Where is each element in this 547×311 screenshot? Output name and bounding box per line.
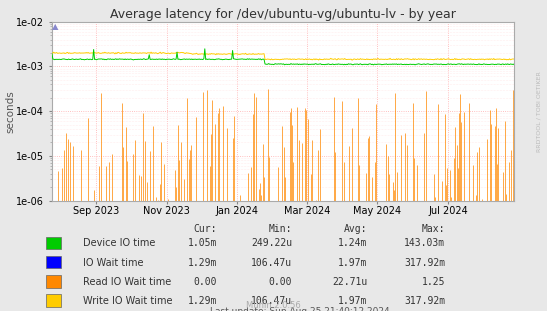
Text: 0.00: 0.00 — [194, 277, 217, 287]
Text: Munin 2.0.56: Munin 2.0.56 — [246, 301, 301, 310]
Text: 1.29m: 1.29m — [188, 258, 217, 267]
Text: 1.24m: 1.24m — [338, 238, 368, 248]
Text: 106.47u: 106.47u — [251, 296, 292, 306]
FancyBboxPatch shape — [45, 295, 61, 307]
Text: Read IO Wait time: Read IO Wait time — [83, 277, 171, 287]
Text: 1.05m: 1.05m — [188, 238, 217, 248]
Text: 1.29m: 1.29m — [188, 296, 217, 306]
Y-axis label: seconds: seconds — [5, 90, 15, 132]
Text: Cur:: Cur: — [194, 224, 217, 234]
Text: Last update: Sun Aug 25 21:40:12 2024: Last update: Sun Aug 25 21:40:12 2024 — [211, 307, 390, 311]
Text: Min:: Min: — [269, 224, 292, 234]
Text: 1.25: 1.25 — [422, 277, 445, 287]
Title: Average latency for /dev/ubuntu-vg/ubuntu-lv - by year: Average latency for /dev/ubuntu-vg/ubunt… — [110, 7, 456, 21]
Text: RRDTOOL / TOBI OETIKER: RRDTOOL / TOBI OETIKER — [536, 72, 542, 152]
Text: Device IO time: Device IO time — [83, 238, 155, 248]
FancyBboxPatch shape — [45, 237, 61, 249]
Text: IO Wait time: IO Wait time — [83, 258, 144, 267]
Text: 106.47u: 106.47u — [251, 258, 292, 267]
FancyBboxPatch shape — [45, 275, 61, 288]
Text: 249.22u: 249.22u — [251, 238, 292, 248]
Text: 143.03m: 143.03m — [404, 238, 445, 248]
Text: ▲: ▲ — [52, 22, 59, 31]
Text: 1.97m: 1.97m — [338, 296, 368, 306]
Text: 317.92m: 317.92m — [404, 258, 445, 267]
FancyBboxPatch shape — [45, 256, 61, 268]
Text: 22.71u: 22.71u — [332, 277, 368, 287]
Text: 317.92m: 317.92m — [404, 296, 445, 306]
Text: 0.00: 0.00 — [269, 277, 292, 287]
Text: Avg:: Avg: — [344, 224, 368, 234]
Text: Write IO Wait time: Write IO Wait time — [83, 296, 173, 306]
Text: 1.97m: 1.97m — [338, 258, 368, 267]
Text: Max:: Max: — [422, 224, 445, 234]
